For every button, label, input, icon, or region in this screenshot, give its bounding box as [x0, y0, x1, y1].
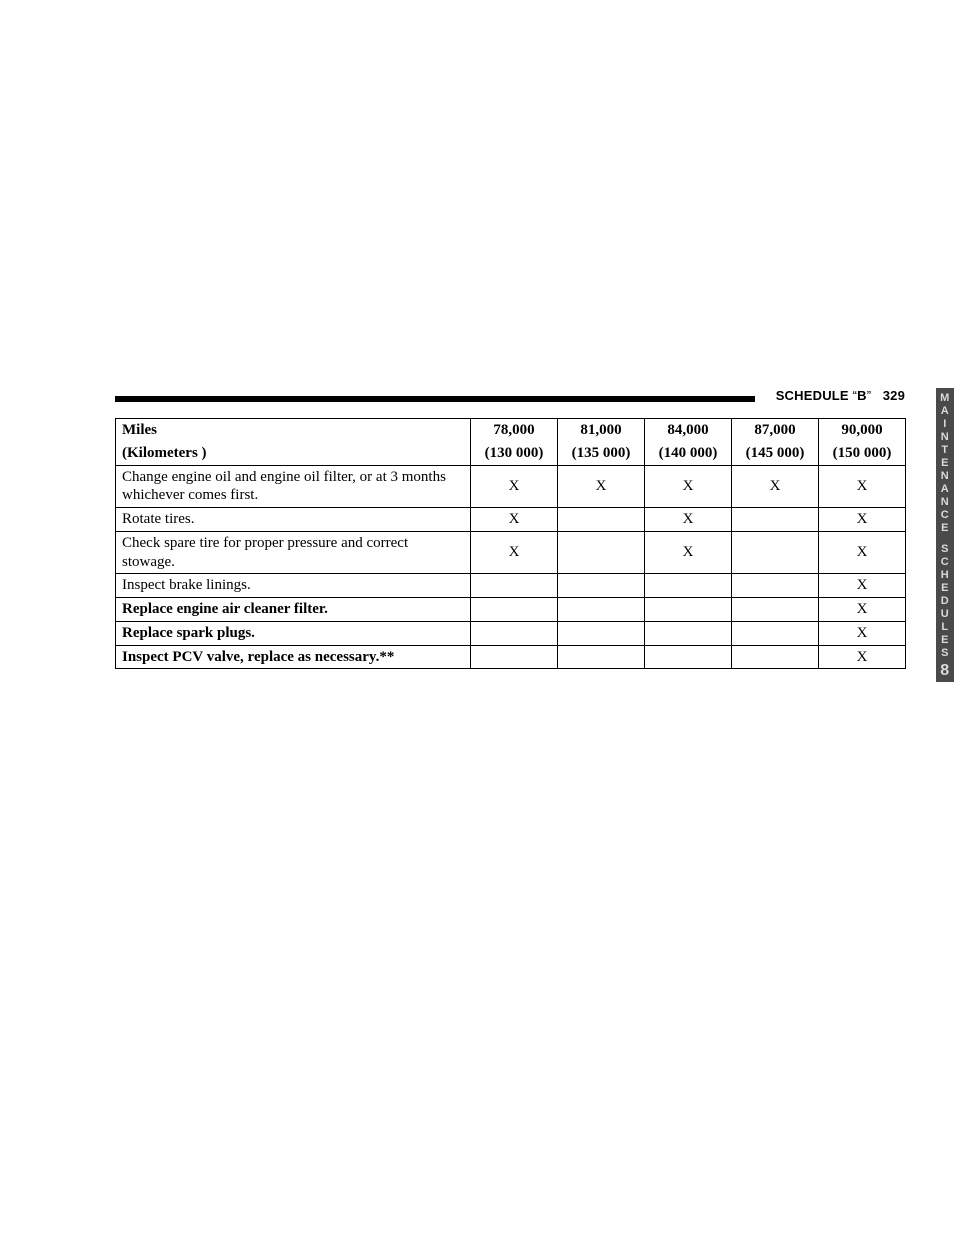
page-header: SCHEDULE “B” 329 — [115, 388, 905, 410]
mark-cell: X — [645, 508, 732, 532]
table-row: Replace spark plugs. X — [116, 621, 906, 645]
side-tab-word-1: MAINTENANCE — [936, 392, 954, 535]
mark-cell — [645, 598, 732, 622]
header-title: SCHEDULE “B” 329 — [776, 388, 905, 403]
mark-cell: X — [471, 465, 558, 508]
col-km-2: (140 000) — [645, 442, 732, 465]
header-row-miles: Miles (Kilometers ) 78,000 81,000 84,000… — [116, 419, 906, 442]
schedule-letter: B — [857, 388, 867, 403]
col-km-0: (130 000) — [471, 442, 558, 465]
mark-cell — [558, 574, 645, 598]
col-miles-1: 81,000 — [558, 419, 645, 442]
mark-cell — [732, 598, 819, 622]
mark-cell — [471, 598, 558, 622]
mark-cell — [471, 574, 558, 598]
close-quote: ” — [867, 388, 872, 403]
row-label: Inspect PCV valve, replace as necessary.… — [116, 645, 471, 669]
mark-cell: X — [645, 531, 732, 574]
header-label-cell: Miles (Kilometers ) — [116, 419, 471, 466]
mark-cell — [732, 645, 819, 669]
mark-cell — [558, 531, 645, 574]
mark-cell — [558, 508, 645, 532]
mark-cell — [645, 574, 732, 598]
row-label: Check spare tire for proper pressure and… — [116, 531, 471, 574]
mark-cell — [732, 574, 819, 598]
mark-cell: X — [471, 508, 558, 532]
km-label: (Kilometers ) — [122, 444, 464, 463]
row-label: Change engine oil and engine oil filter,… — [116, 465, 471, 508]
miles-label: Miles — [122, 421, 464, 440]
mark-cell: X — [819, 508, 906, 532]
table-row: Check spare tire for proper pressure and… — [116, 531, 906, 574]
side-tab: MAINTENANCE SCHEDULES 8 — [936, 388, 954, 682]
mark-cell — [645, 621, 732, 645]
mark-cell — [558, 598, 645, 622]
col-miles-0: 78,000 — [471, 419, 558, 442]
table-row: Inspect brake linings. X — [116, 574, 906, 598]
row-label: Replace spark plugs. — [116, 621, 471, 645]
mark-cell: X — [819, 465, 906, 508]
mark-cell: X — [819, 531, 906, 574]
col-miles-2: 84,000 — [645, 419, 732, 442]
col-km-1: (135 000) — [558, 442, 645, 465]
side-tab-word-2: SCHEDULES — [936, 543, 954, 660]
row-label: Inspect brake linings. — [116, 574, 471, 598]
table-body: Change engine oil and engine oil filter,… — [116, 465, 906, 669]
mark-cell: X — [819, 621, 906, 645]
side-tab-number: 8 — [936, 662, 954, 680]
table-row: Rotate tires.XXX — [116, 508, 906, 532]
schedule-prefix: SCHEDULE — [776, 388, 853, 403]
mark-cell — [471, 621, 558, 645]
mark-cell — [732, 621, 819, 645]
table-row: Change engine oil and engine oil filter,… — [116, 465, 906, 508]
page-content: SCHEDULE “B” 329 Miles (Kilometers ) 78,… — [115, 388, 905, 669]
mark-cell — [558, 621, 645, 645]
mark-cell — [732, 531, 819, 574]
table-header: Miles (Kilometers ) 78,000 81,000 84,000… — [116, 419, 906, 466]
mark-cell: X — [471, 531, 558, 574]
row-label: Replace engine air cleaner filter. — [116, 598, 471, 622]
mark-cell: X — [645, 465, 732, 508]
col-km-3: (145 000) — [732, 442, 819, 465]
mark-cell: X — [558, 465, 645, 508]
row-label: Rotate tires. — [116, 508, 471, 532]
header-rule — [115, 396, 755, 402]
page-number: 329 — [883, 388, 905, 403]
mark-cell — [558, 645, 645, 669]
mark-cell — [645, 645, 732, 669]
col-km-4: (150 000) — [819, 442, 906, 465]
mark-cell — [732, 508, 819, 532]
table-row: Inspect PCV valve, replace as necessary.… — [116, 645, 906, 669]
mark-cell — [471, 645, 558, 669]
maintenance-table: Miles (Kilometers ) 78,000 81,000 84,000… — [115, 418, 906, 669]
mark-cell: X — [819, 645, 906, 669]
table-row: Replace engine air cleaner filter. X — [116, 598, 906, 622]
mark-cell: X — [819, 598, 906, 622]
mark-cell: X — [732, 465, 819, 508]
col-miles-3: 87,000 — [732, 419, 819, 442]
mark-cell: X — [819, 574, 906, 598]
col-miles-4: 90,000 — [819, 419, 906, 442]
